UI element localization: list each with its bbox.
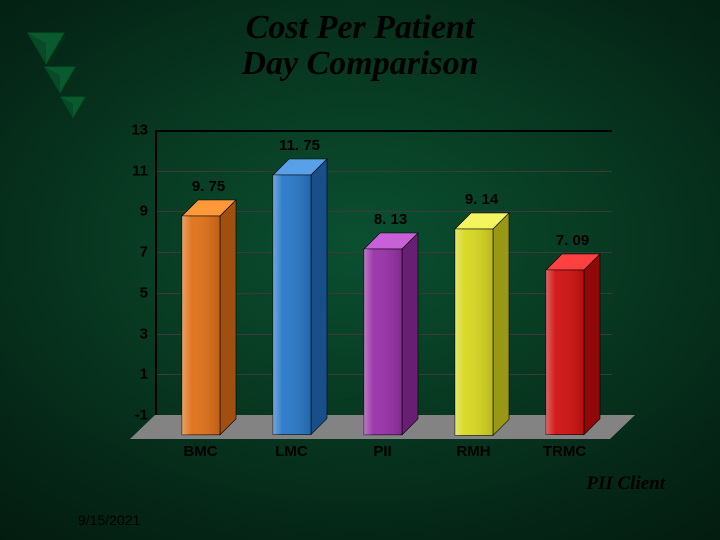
bar-rmh [453,209,511,444]
y-tick-label: 9 [110,203,148,220]
chart-title: Cost Per Patient Day Comparison [0,10,720,81]
bar-value-label: 9. 14 [465,191,498,208]
client-label: PII Client [586,473,665,495]
cost-comparison-chart: -1135791113 9. 75 11. 75 [110,125,630,455]
y-tick-label: 7 [110,244,148,261]
bar-value-label: 11. 75 [279,137,320,154]
gridline [157,171,612,172]
x-category-label: TRMC [543,443,586,460]
title-line1: Cost Per Patient [246,9,475,46]
x-category-label: RMH [456,443,490,460]
y-tick-label: 3 [110,325,148,342]
x-category-label: LMC [275,443,308,460]
y-tick-label: 13 [110,122,148,139]
title-line2: Day Comparison [241,45,478,82]
y-tick-label: 11 [110,162,148,179]
x-category-label: PII [373,443,391,460]
y-tick-label: 5 [110,284,148,301]
bar-trmc [544,250,602,444]
bar-value-label: 7. 09 [556,232,589,249]
bar-lmc [271,155,329,444]
bar-pii [362,229,420,444]
triangle-bullet-icon [58,94,88,129]
y-tick-label: 1 [110,366,148,383]
x-category-label: BMC [183,443,217,460]
bar-bmc [180,196,238,444]
bar-value-label: 8. 13 [374,211,407,228]
bar-value-label: 9. 75 [192,178,225,195]
date-label: 9/15/2021 [78,512,140,528]
